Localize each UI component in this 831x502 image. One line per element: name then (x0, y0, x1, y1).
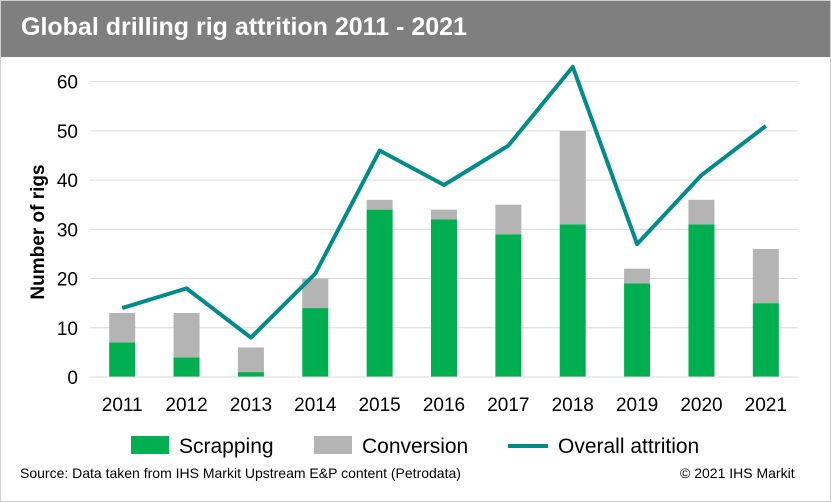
bar-scrapping (173, 357, 200, 377)
y-tick-label: 30 (57, 220, 78, 241)
x-axis-ticks: 2011 2012 2013 2014 2015 2016 2017 2018 2019 2020… (102, 395, 787, 416)
bar-scrapping (237, 372, 264, 377)
x-tick-label: 2021 (745, 395, 787, 416)
y-axis-ticks: 0 10 20 30 40 50 60 (57, 73, 78, 389)
bar-conversion (366, 199, 393, 210)
legend: Scrapping Conversion Overall attrition (131, 435, 699, 458)
bar-scrapping (559, 224, 586, 377)
overall-attrition-line (121, 64, 768, 340)
bar-conversion (688, 199, 715, 225)
overall-attrition-polyline (121, 64, 768, 340)
bar-scrapping (495, 234, 522, 377)
bar-scrapping (431, 219, 457, 377)
bar-conversion (173, 313, 200, 358)
bar-conversion (431, 209, 457, 220)
y-tick-label: 20 (57, 270, 78, 291)
x-tick-label: 2016 (423, 395, 465, 416)
y-tick-label: 40 (57, 171, 78, 192)
y-axis-label: Number of rigs (28, 164, 49, 299)
bar-scrapping (366, 209, 393, 377)
bar-conversion (624, 268, 651, 284)
bar-scrapping (688, 224, 715, 377)
bar-conversion (559, 130, 586, 225)
bars (109, 130, 779, 377)
x-tick-label: 2012 (165, 395, 207, 416)
x-tick-label: 2013 (230, 395, 272, 416)
x-tick-label: 2017 (487, 395, 529, 416)
legend-label-overall: Overall attrition (558, 435, 699, 458)
x-tick-label: 2015 (358, 395, 400, 416)
x-tick-label: 2019 (616, 395, 658, 416)
x-tick-label: 2018 (552, 395, 594, 416)
x-tick-label: 2014 (294, 395, 337, 416)
x-tick-label: 2020 (680, 395, 722, 416)
bar-conversion (109, 313, 136, 343)
y-tick-label: 60 (57, 73, 78, 94)
bar-conversion (495, 204, 522, 235)
bar-scrapping (302, 308, 329, 377)
y-tick-label: 50 (57, 122, 78, 143)
legend-label-conversion: Conversion (362, 435, 468, 458)
title-bar: Global drilling rig attrition 2011 - 202… (1, 1, 830, 57)
y-tick-label: 10 (57, 319, 78, 340)
y-tick-label: 0 (67, 368, 78, 389)
legend-swatch-conversion (314, 436, 352, 454)
x-tick-label: 2011 (102, 395, 143, 416)
source-note: Source: Data taken from IHS Markit Upstr… (20, 465, 461, 481)
legend-swatch-scrapping (131, 436, 169, 454)
legend-label-scrapping: Scrapping (179, 435, 274, 458)
bar-scrapping (752, 303, 779, 377)
bar-scrapping (624, 283, 651, 377)
bar-conversion (752, 249, 779, 304)
chart-title: Global drilling rig attrition 2011 - 202… (21, 13, 467, 41)
copyright-note: © 2021 IHS Markit (680, 465, 795, 481)
bar-scrapping (109, 342, 136, 377)
bar-conversion (237, 347, 264, 373)
